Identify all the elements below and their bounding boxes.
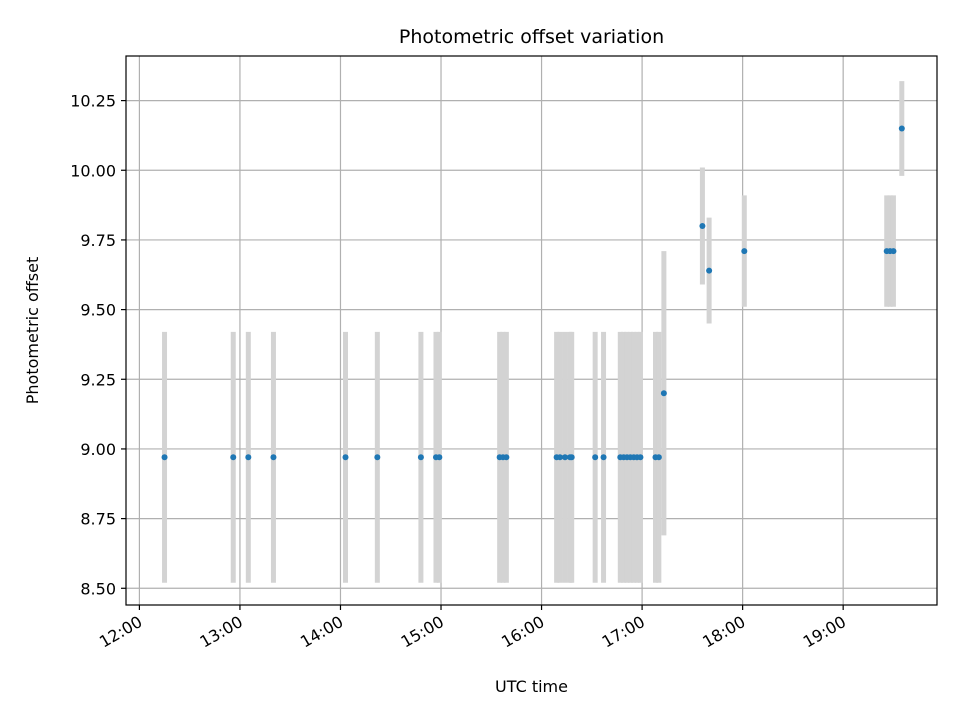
data-point	[706, 267, 713, 274]
data-point	[699, 222, 706, 229]
data-point	[245, 454, 252, 461]
y-tick-label: 8.50	[80, 579, 116, 598]
y-tick-label: 8.75	[80, 510, 116, 529]
y-tick-label: 9.00	[80, 440, 116, 459]
chart-title: Photometric offset variation	[399, 26, 664, 48]
data-point	[503, 454, 510, 461]
data-point	[655, 454, 662, 461]
data-point	[342, 454, 349, 461]
data-points	[161, 125, 905, 461]
y-tick-label: 9.75	[80, 231, 116, 250]
data-point	[230, 454, 237, 461]
y-axis-label: Photometric offset	[23, 257, 42, 405]
data-point	[270, 454, 277, 461]
y-tick-label: 10.25	[70, 92, 116, 111]
data-point	[592, 454, 599, 461]
x-axis-label: UTC time	[495, 677, 568, 696]
data-point	[161, 454, 168, 461]
data-point	[637, 454, 644, 461]
data-point	[374, 454, 381, 461]
plot-frame	[125, 55, 938, 606]
data-point	[436, 454, 443, 461]
data-point	[556, 454, 563, 461]
data-point	[600, 454, 607, 461]
data-point	[660, 390, 667, 397]
y-tick-label: 10.00	[70, 161, 116, 180]
data-point	[898, 125, 905, 132]
y-tick-label: 9.25	[80, 370, 116, 389]
y-axis: 8.50 8.75 9.00 9.25 9.50 9.75 10.00 10.25	[70, 92, 126, 598]
data-point	[890, 248, 897, 255]
data-point	[562, 454, 569, 461]
y-tick-label: 9.50	[80, 301, 116, 320]
data-point	[417, 454, 424, 461]
data-point	[568, 454, 575, 461]
data-point	[741, 248, 748, 255]
